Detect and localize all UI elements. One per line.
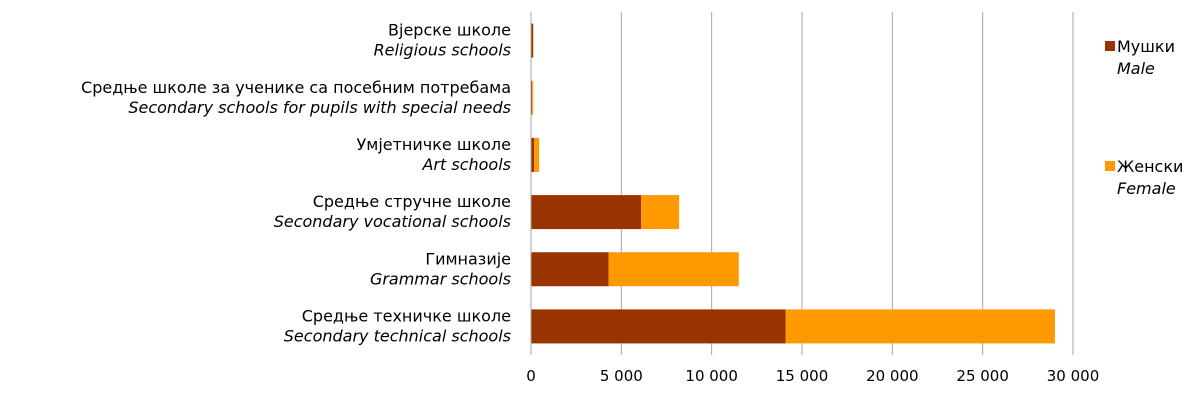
legend-swatch (1105, 41, 1115, 51)
x-tick-label: 10 000 (685, 367, 738, 385)
x-tick-label: 20 000 (866, 367, 919, 385)
legend: Мушки Male Женски Female (1105, 37, 1183, 198)
category-sublabel: Art schools (421, 155, 511, 174)
legend-label: Женски (1117, 157, 1183, 176)
bar-female-5 (785, 309, 1055, 344)
category-sublabel: Secondary schools for pupils with specia… (128, 98, 511, 117)
bar-male-4 (531, 252, 609, 287)
legend-sublabel: Male (1117, 59, 1155, 78)
bar-female-4 (608, 252, 739, 287)
x-tick-label: 15 000 (776, 367, 829, 385)
x-tick-label: 5 000 (600, 367, 643, 385)
bar-male-3 (531, 195, 642, 230)
x-tick-label: 30 000 (1047, 367, 1100, 385)
legend-label: Мушки (1117, 37, 1175, 56)
bars (531, 23, 1055, 344)
x-axis-ticks: 0 5 000 10 000 15 000 20 000 25 000 30 000 (526, 367, 1099, 385)
bar-female-1 (532, 80, 534, 115)
legend-swatch (1105, 161, 1115, 171)
category-sublabel: Secondary technical schools (284, 326, 511, 345)
bar-female-2 (534, 137, 540, 172)
category-label: Гимназије (425, 249, 511, 268)
bar-male-2 (531, 137, 535, 172)
legend-sublabel: Female (1117, 179, 1176, 198)
gridlines (620, 12, 1074, 355)
category-label: Средње школе за ученике са посебним потр… (81, 78, 511, 97)
category-sublabel: Secondary vocational schools (274, 212, 511, 231)
category-label: Умјетничке школе (357, 135, 512, 154)
bar-female-3 (641, 195, 680, 230)
bar-male-1 (531, 80, 533, 115)
x-tick-label: 0 (526, 367, 536, 385)
category-label: Вјерске школе (388, 21, 511, 40)
x-tick-label: 25 000 (956, 367, 1009, 385)
category-label: Средње стручне школе (313, 192, 511, 211)
bar-male-0 (531, 23, 534, 58)
category-sublabel: Religious schools (374, 41, 511, 60)
category-label: Средње техничке школе (302, 306, 511, 325)
bar-male-5 (531, 309, 786, 344)
category-sublabel: Grammar schools (370, 269, 511, 288)
